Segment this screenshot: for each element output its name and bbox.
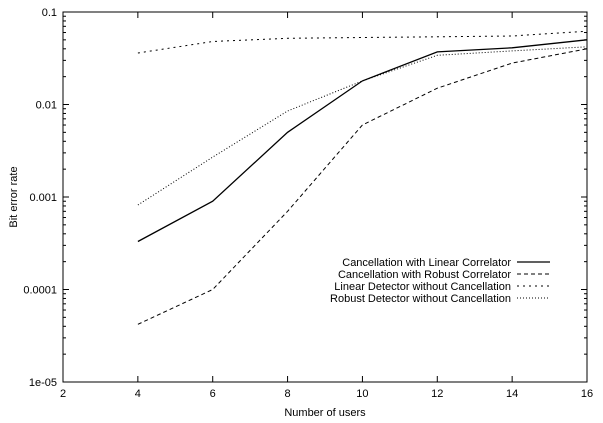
series-line-3: [137, 30, 588, 54]
y-tick-label: 0.1: [42, 7, 57, 19]
axis-ticks: 2 4 6 8 10 12 14 16 0.1 0.01 0.001 0.0001 1e-05: [23, 7, 593, 400]
x-tick-label: 8: [285, 388, 291, 400]
legend-label-3: Linear Detector without Cancellation: [334, 281, 511, 293]
x-axis-label: Number of users: [284, 407, 366, 419]
series-line-2: [137, 48, 588, 325]
y-tick-label: 0.001: [29, 192, 57, 204]
legend-label-1: Cancellation with Linear Correlator: [342, 257, 511, 269]
plot-frame: [62, 11, 588, 383]
x-tick-label: 12: [431, 388, 443, 400]
legend-label-4: Robust Detector without Cancellation: [330, 293, 511, 305]
series-lines: [137, 30, 588, 325]
x-tick-label: 4: [135, 388, 141, 400]
series-line-1: [137, 39, 588, 243]
x-tick-label: 14: [506, 388, 518, 400]
y-axis-label: Bit error rate: [8, 166, 20, 227]
series-line-4: [137, 46, 588, 206]
y-tick-label: 0.0001: [23, 285, 57, 297]
y-tick-label: 0.01: [36, 100, 57, 112]
x-tick-label: 2: [60, 388, 66, 400]
legend: Cancellation with Linear CorrelatorCance…: [330, 257, 550, 305]
x-tick-label: 10: [356, 388, 368, 400]
x-tick-label: 16: [581, 388, 593, 400]
legend-label-2: Cancellation with Robust Correlator: [338, 269, 511, 281]
y-tick-label: 1e-05: [29, 377, 57, 389]
x-tick-label: 6: [210, 388, 216, 400]
